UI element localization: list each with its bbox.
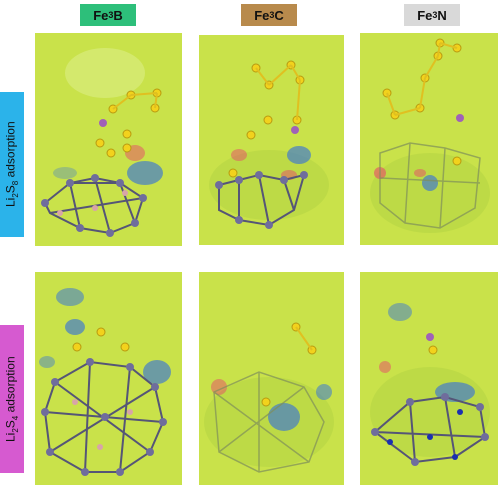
panel-fe3c-li2s8 [199, 35, 344, 245]
panel-fe3n-li2s8 [360, 33, 498, 245]
panel-fe3b-li2s8 [35, 33, 182, 246]
charge-density-image [39, 288, 171, 476]
charge-density-image [41, 48, 163, 237]
panel-fe3n-li2s4 [360, 272, 498, 485]
charge-density-image [370, 38, 490, 233]
panel-fe3c-li2s4 [199, 272, 344, 485]
column-header-fe3n: Fe 3 N [404, 4, 460, 26]
charge-density-image [209, 60, 329, 229]
row-label-li2s8-adsorption: Li2S8 adsorption [0, 92, 24, 237]
row-label-li2s4-adsorption: Li2S4 adsorption [0, 325, 24, 473]
charge-density-image [204, 322, 334, 473]
column-header-fe3c: Fe 3 C [241, 4, 297, 26]
panel-fe3b-li2s4 [35, 272, 182, 485]
column-header-fe3b: Fe 3 B [80, 4, 136, 26]
charge-density-image [370, 303, 490, 466]
